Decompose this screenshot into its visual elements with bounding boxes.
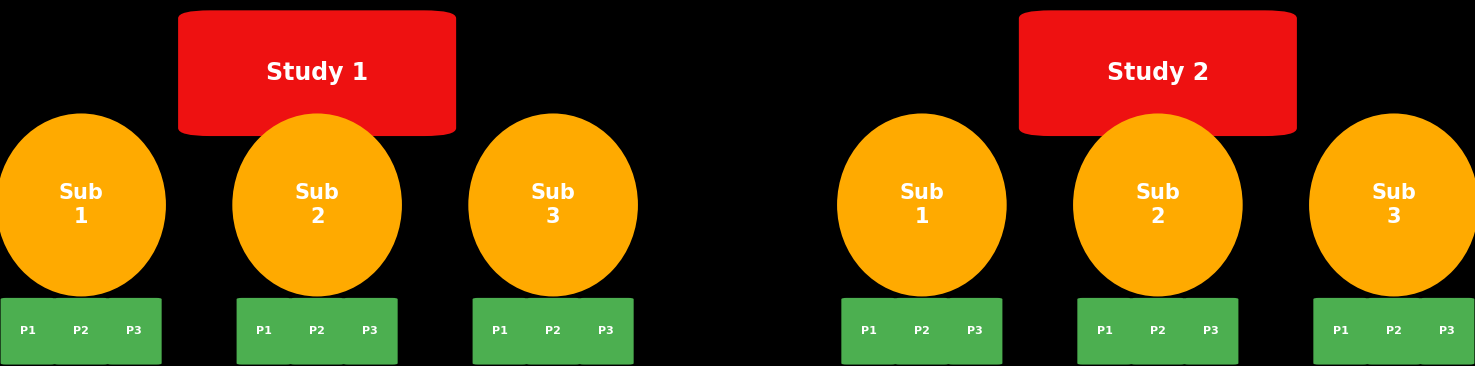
Text: P1: P1 [21,326,35,336]
FancyBboxPatch shape [472,298,528,365]
Text: Study 1: Study 1 [266,61,369,85]
FancyBboxPatch shape [894,298,950,365]
Text: P2: P2 [914,326,929,336]
Text: P2: P2 [74,326,88,336]
Text: P1: P1 [861,326,876,336]
Ellipse shape [1310,113,1475,296]
FancyBboxPatch shape [106,298,162,365]
Text: P3: P3 [127,326,142,336]
FancyBboxPatch shape [1313,298,1369,365]
Text: P2: P2 [1150,326,1165,336]
FancyBboxPatch shape [289,298,345,365]
FancyBboxPatch shape [525,298,581,365]
Text: Sub
1: Sub 1 [59,183,103,227]
Text: Sub
3: Sub 3 [531,183,575,227]
Text: P1: P1 [1097,326,1112,336]
Text: P2: P2 [1386,326,1401,336]
Text: Sub
3: Sub 3 [1372,183,1416,227]
Ellipse shape [233,113,401,296]
FancyBboxPatch shape [947,298,1003,365]
Text: P3: P3 [599,326,614,336]
Text: P3: P3 [968,326,982,336]
Text: P3: P3 [363,326,378,336]
FancyBboxPatch shape [1183,298,1239,365]
FancyBboxPatch shape [0,298,56,365]
Text: P2: P2 [546,326,560,336]
Ellipse shape [469,113,639,296]
Text: P2: P2 [310,326,324,336]
FancyBboxPatch shape [178,10,456,136]
FancyBboxPatch shape [841,298,897,365]
Text: P3: P3 [1204,326,1218,336]
Text: P1: P1 [493,326,507,336]
FancyBboxPatch shape [53,298,109,365]
Text: Sub
2: Sub 2 [295,183,339,227]
Text: Sub
2: Sub 2 [1136,183,1180,227]
FancyBboxPatch shape [1419,298,1475,365]
FancyBboxPatch shape [578,298,634,365]
Text: P1: P1 [1333,326,1348,336]
FancyBboxPatch shape [342,298,398,365]
Text: Study 2: Study 2 [1106,61,1210,85]
Text: Sub
1: Sub 1 [900,183,944,227]
Ellipse shape [1074,113,1242,296]
Text: P1: P1 [257,326,271,336]
FancyBboxPatch shape [1130,298,1186,365]
FancyBboxPatch shape [1019,10,1297,136]
FancyBboxPatch shape [1077,298,1133,365]
FancyBboxPatch shape [236,298,292,365]
FancyBboxPatch shape [1366,298,1422,365]
Ellipse shape [0,113,165,296]
Text: P3: P3 [1440,326,1454,336]
Ellipse shape [838,113,1006,296]
